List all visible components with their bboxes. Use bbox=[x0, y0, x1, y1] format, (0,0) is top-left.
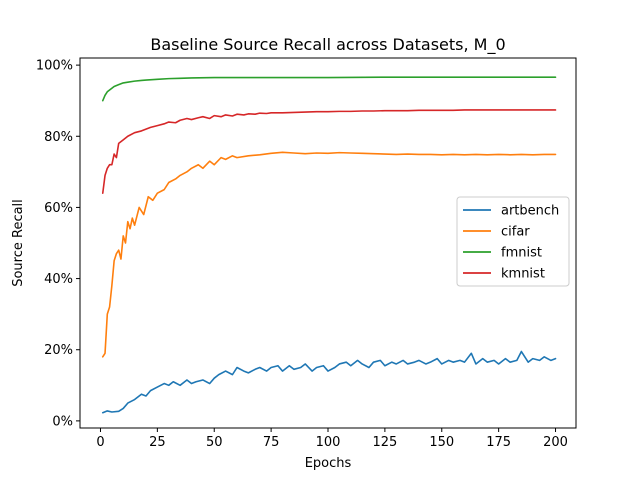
x-tick-label: 50 bbox=[206, 435, 223, 450]
legend-label-kmnist: kmnist bbox=[501, 267, 545, 282]
series-line-kmnist bbox=[101, 109, 557, 194]
legend-label-cifar: cifar bbox=[501, 225, 530, 240]
plot-area bbox=[101, 76, 557, 414]
y-tick-label: 0% bbox=[52, 414, 73, 429]
y-tick-label: 20% bbox=[44, 343, 73, 358]
y-axis-ticks: 0% 20% 40% 60% 80% 100% bbox=[36, 59, 80, 429]
legend-label-fmnist: fmnist bbox=[501, 246, 542, 261]
y-tick-label: 60% bbox=[44, 201, 73, 216]
y-tick-label: 100% bbox=[36, 59, 73, 74]
x-tick-label: 125 bbox=[372, 435, 397, 450]
y-axis-label: Source Recall bbox=[11, 199, 26, 287]
x-axis-ticks: 0 25 50 75 100 125 150 175 200 bbox=[96, 428, 568, 450]
x-tick-label: 0 bbox=[96, 435, 104, 450]
x-tick-label: 75 bbox=[263, 435, 280, 450]
x-axis-label: Epochs bbox=[305, 456, 352, 471]
x-tick-label: 175 bbox=[486, 435, 511, 450]
y-tick-label: 80% bbox=[44, 130, 73, 145]
legend: artbench cifar fmnist kmnist bbox=[456, 196, 570, 287]
series-line-cifar bbox=[101, 151, 557, 358]
legend-label-artbench: artbench bbox=[501, 204, 559, 219]
series-line-fmnist bbox=[101, 76, 557, 102]
x-tick-label: 25 bbox=[149, 435, 166, 450]
y-tick-label: 40% bbox=[44, 272, 73, 287]
x-tick-label: 200 bbox=[543, 435, 568, 450]
x-tick-label: 150 bbox=[429, 435, 454, 450]
x-tick-label: 100 bbox=[316, 435, 341, 450]
series-line-artbench bbox=[101, 350, 557, 414]
chart-title: Baseline Source Recall across Datasets, … bbox=[150, 35, 505, 55]
legend-box bbox=[456, 196, 570, 287]
